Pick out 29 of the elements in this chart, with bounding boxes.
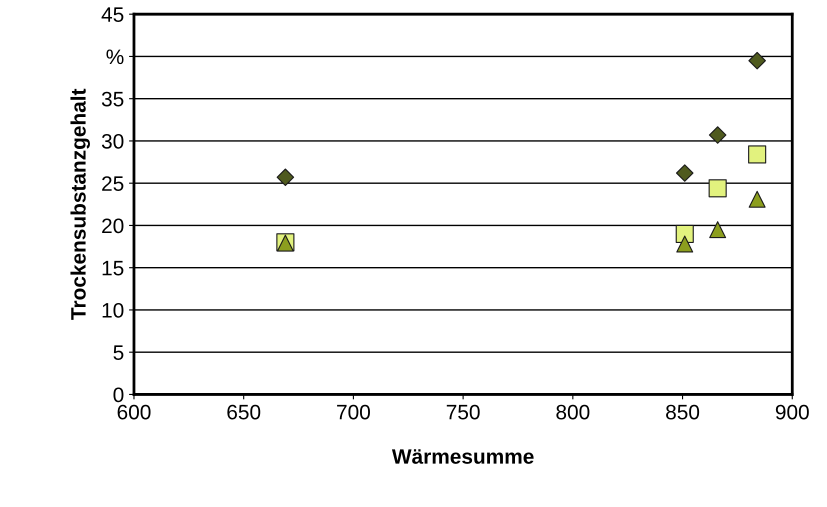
x-tick-label: 900 <box>776 404 809 420</box>
y-tick-label: 25 <box>102 176 124 191</box>
point <box>748 190 766 208</box>
y-tick-label: 10 <box>102 302 124 318</box>
y-tick-label: % <box>106 50 124 64</box>
y-tick-label: 0 <box>113 387 124 402</box>
point <box>748 52 766 70</box>
y-tick-label: 5 <box>114 345 124 360</box>
point <box>676 164 694 182</box>
x-tick-label: 650 <box>227 404 260 420</box>
x-tick-label: 700 <box>337 404 370 420</box>
x-tick-label: 800 <box>556 404 590 420</box>
point <box>708 179 727 198</box>
point <box>676 224 694 243</box>
y-tick-label: 30 <box>102 134 124 149</box>
y-tick-label: 45 <box>102 7 124 22</box>
point <box>709 221 726 238</box>
x-tick-label: 600 <box>118 404 151 420</box>
point <box>676 236 694 253</box>
x-axis-title: Wärmesumme <box>392 449 534 464</box>
y-axis-title: Trockensubstanzgehalt <box>70 88 90 320</box>
y-tick-label: 15 <box>102 260 124 276</box>
y-tick-label: 20 <box>102 218 124 234</box>
y-tick-label: 35 <box>102 92 124 106</box>
point <box>748 145 766 164</box>
x-tick-label: 750 <box>446 404 480 420</box>
x-tick-label: 850 <box>666 404 700 420</box>
point <box>276 168 294 186</box>
point <box>708 126 726 144</box>
